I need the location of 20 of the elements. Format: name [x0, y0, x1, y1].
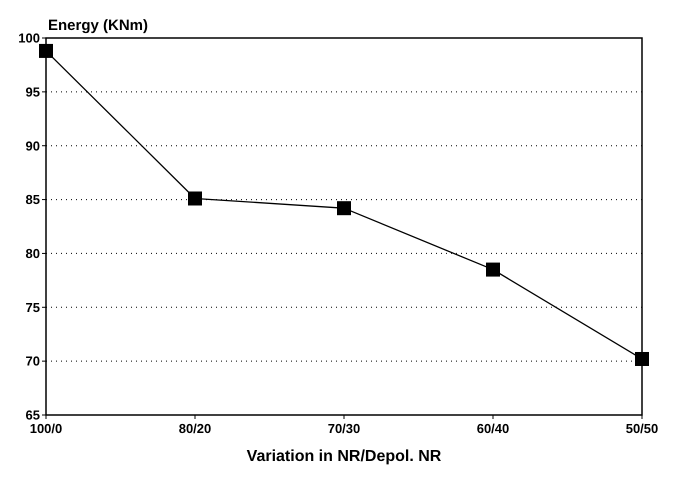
- y-tick-label: 85: [26, 192, 40, 208]
- y-tick-label: 100: [18, 30, 40, 46]
- point: [635, 352, 649, 366]
- x-tick-label: 100/0: [30, 421, 62, 436]
- y-tick-label: 80: [26, 246, 40, 261]
- y-tick-label: 95: [26, 84, 40, 100]
- point: [337, 201, 351, 216]
- point: [39, 44, 53, 58]
- y-tick-label: 75: [26, 300, 40, 315]
- y-axis-title: Energy (KNm): [48, 17, 148, 34]
- x-axis-title: Variation in NR/Depol. NR: [246, 448, 442, 465]
- y-tick-label: 65: [26, 408, 40, 423]
- x-tick-label: 60/40: [476, 421, 510, 436]
- x-tick-label: 80/20: [178, 421, 212, 436]
- y-tick-label: 90: [26, 138, 40, 154]
- x-tick-label: 50/50: [626, 421, 658, 436]
- y-tick-label: 70: [26, 354, 40, 369]
- point: [486, 262, 500, 277]
- point: [188, 191, 202, 206]
- x-tick-label: 70/30: [328, 421, 360, 436]
